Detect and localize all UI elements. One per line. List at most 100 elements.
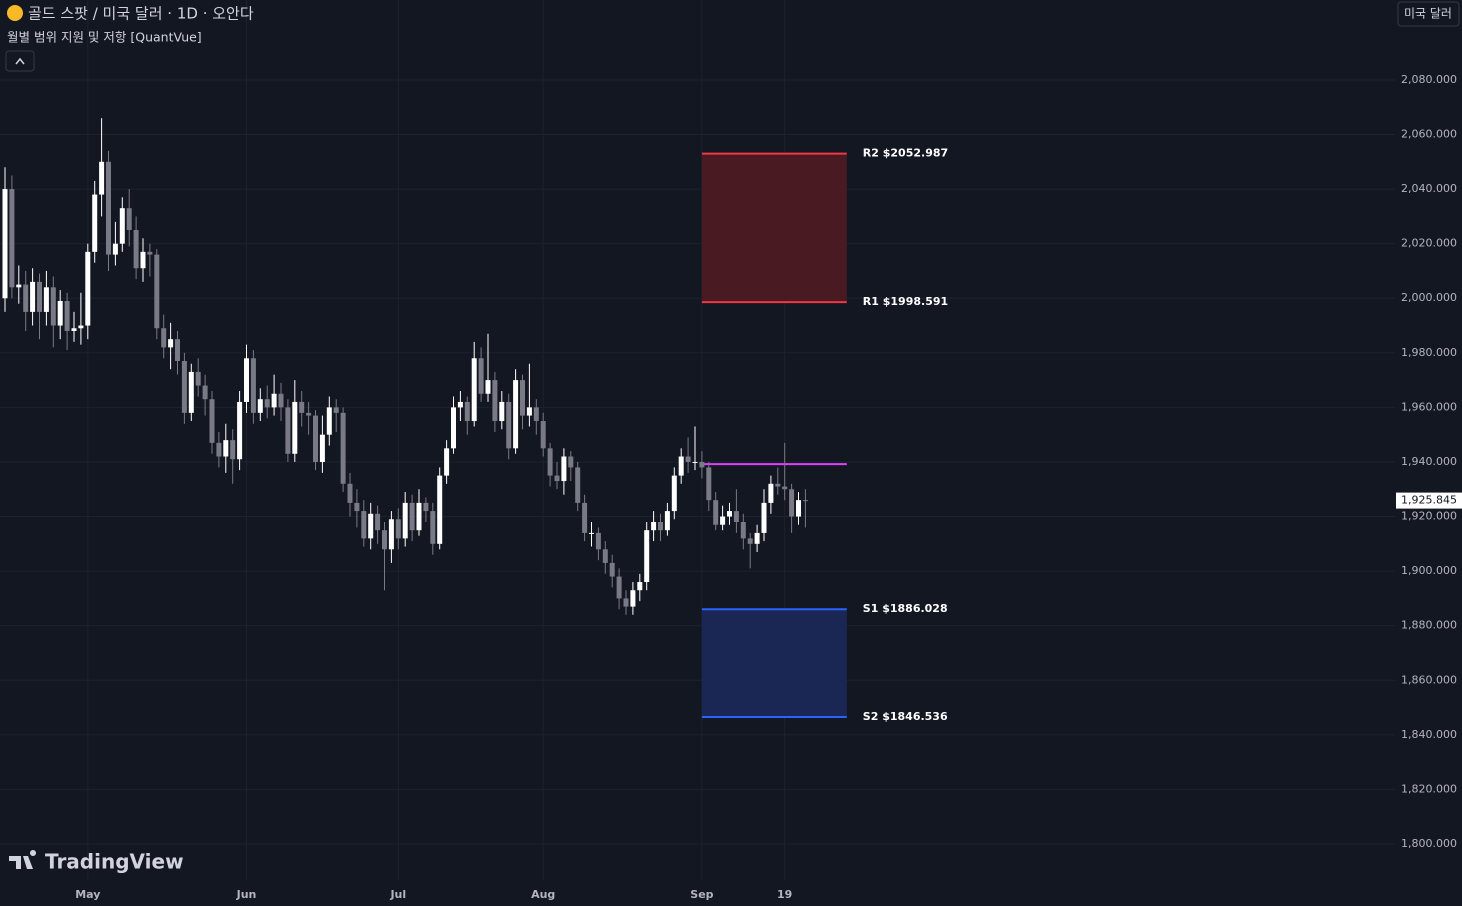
candle-body	[561, 456, 567, 482]
candle-body	[202, 385, 208, 400]
x-tick-label: Aug	[531, 888, 555, 901]
candle-body	[133, 230, 139, 269]
candle-body	[789, 489, 795, 517]
candle-body	[802, 500, 808, 502]
candle-body	[582, 502, 588, 533]
candle-body	[575, 467, 581, 503]
candle-body	[264, 399, 270, 408]
candle-body	[9, 189, 15, 288]
candle-body	[168, 339, 174, 348]
candle-body	[237, 401, 243, 460]
candle-body	[623, 598, 629, 607]
y-tick-label: 2,020.000	[1401, 237, 1457, 250]
candle-body	[733, 511, 739, 522]
candle-body	[485, 380, 491, 394]
candle-body	[319, 434, 325, 462]
currency-button[interactable]	[1397, 1, 1460, 27]
candle-body	[554, 475, 560, 482]
candle-body	[195, 371, 201, 386]
candle-body	[706, 467, 712, 501]
y-tick-label: 2,040.000	[1401, 182, 1457, 195]
candle-body	[651, 521, 657, 531]
candle-body	[99, 161, 105, 195]
candle-body	[181, 361, 187, 413]
candle-body	[761, 502, 767, 533]
candle-body	[285, 407, 291, 454]
level-label: S2 $1846.536	[863, 710, 948, 723]
collapse-icon	[15, 57, 25, 65]
candle-body	[175, 339, 180, 362]
candle-body	[699, 461, 705, 468]
candle-body	[57, 300, 63, 326]
candle-body	[506, 401, 512, 449]
candle-body	[644, 530, 650, 583]
candle-body	[112, 243, 118, 255]
candle-body	[223, 440, 229, 457]
candle-body	[216, 442, 222, 457]
candle-body	[492, 380, 498, 422]
candle-body	[796, 500, 801, 517]
candle-body	[244, 358, 249, 402]
y-tick-label: 2,000.000	[1401, 291, 1457, 304]
y-tick-label: 1,840.000	[1401, 728, 1457, 741]
candle-body	[313, 415, 318, 462]
candle-body	[464, 401, 470, 422]
candle-body	[782, 486, 788, 490]
logo-icon	[9, 850, 37, 869]
y-tick-label: 1,880.000	[1401, 619, 1457, 632]
level-label: R2 $2052.987	[863, 147, 948, 160]
candle-body	[740, 521, 746, 539]
candle-body	[457, 401, 463, 408]
candle-body	[499, 401, 505, 422]
candle-body	[395, 519, 401, 539]
candle-body	[589, 532, 594, 534]
candle-body	[637, 582, 643, 591]
candle-body	[64, 300, 70, 331]
candle-body	[471, 358, 477, 422]
candle-body	[437, 475, 443, 544]
candle-body	[299, 401, 305, 413]
zones: R2 $2052.987 R1 $1998.591 S1 $1886.028 S2 $…	[701, 147, 948, 723]
candle-body	[368, 513, 374, 539]
y-tick-label: 1,980.000	[1401, 346, 1457, 359]
candle-body	[354, 502, 360, 512]
indicator-name: 월별 범위 지원 및 저항 [QuantVue]	[7, 30, 202, 45]
candle-body	[92, 194, 98, 252]
candle-body	[754, 532, 760, 544]
level-label: S1 $1886.028	[863, 602, 948, 615]
candle-body	[154, 254, 160, 329]
candle-body	[43, 287, 49, 312]
y-tick-label: 1,860.000	[1401, 673, 1457, 686]
candle-body	[768, 483, 774, 503]
candle-body	[547, 448, 553, 476]
candle-body	[271, 393, 277, 408]
candle-body	[568, 456, 574, 468]
candle-body	[630, 590, 636, 607]
candle-body	[602, 549, 608, 563]
candle-body	[50, 287, 56, 326]
y-axis: 1,800.000 1,820.000 1,840.000 1,860.000 1,88…	[75, 73, 1462, 901]
last-price-box	[1396, 492, 1462, 509]
candle-body	[685, 456, 691, 462]
candle-body	[409, 502, 415, 531]
y-tick-label: 1,800.000	[1401, 837, 1457, 850]
candle-body	[333, 407, 339, 413]
chart-title: 골드 스팟 / 미국 달러 · 1D · 오안다	[28, 5, 254, 23]
y-tick-label: 2,060.000	[1401, 128, 1457, 141]
candle-body	[658, 521, 663, 531]
symbol-icon	[7, 5, 23, 21]
candle-body	[209, 399, 215, 443]
candle-body	[540, 421, 546, 449]
candle-body	[16, 284, 22, 288]
candle-body	[2, 189, 8, 299]
candle-body	[257, 399, 263, 413]
collapse-button[interactable]	[5, 50, 35, 72]
candle-body	[37, 281, 42, 312]
y-tick-label: 1,960.000	[1401, 400, 1457, 413]
candle-body	[595, 532, 601, 550]
candle-body	[23, 284, 29, 312]
candle-body	[444, 448, 450, 476]
y-tick-label: 1,920.000	[1401, 510, 1457, 523]
logo-text: TradingView	[45, 850, 184, 874]
